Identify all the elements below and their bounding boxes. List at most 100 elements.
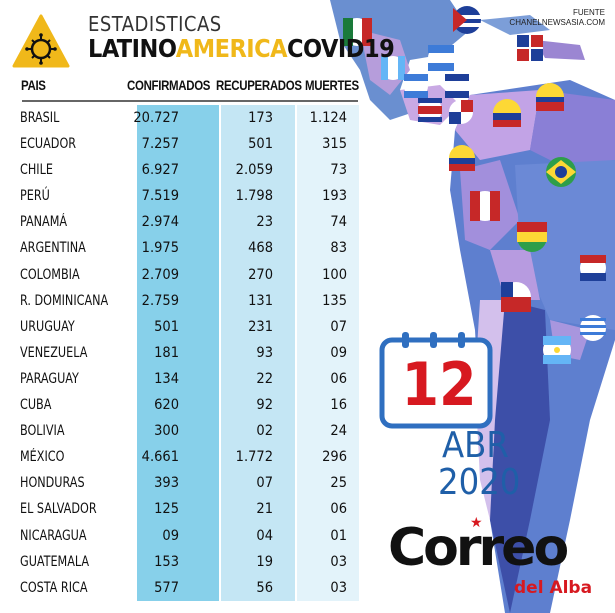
table-row: PERÚ 7.519 1.798 193 <box>0 184 365 210</box>
confirmados-cell: 7.257 <box>141 136 179 153</box>
table-row: PANAMÁ 2.974 23 74 <box>0 210 365 236</box>
confirmados-cell: 134 <box>154 370 179 387</box>
pais-cell: VENEZUELA <box>20 344 88 361</box>
muertes-cell: 74 <box>330 214 347 231</box>
confirmados-cell: 2.974 <box>141 214 179 231</box>
table-row: COLOMBIA 2.709 270 100 <box>0 263 365 289</box>
title-covid: COVID19 <box>287 34 395 63</box>
muertes-cell: 73 <box>330 162 347 179</box>
recuperados-cell: 02 <box>256 423 273 440</box>
muertes-cell: 01 <box>330 527 347 544</box>
pais-cell: PARAGUAY <box>20 370 79 387</box>
pais-cell: GUATEMALA <box>20 553 90 570</box>
pais-cell: CHILE <box>20 162 53 179</box>
table-row: ARGENTINA 1.975 468 83 <box>0 236 365 262</box>
calendar-icon <box>379 332 493 429</box>
confirmados-cell: 125 <box>154 501 179 518</box>
muertes-cell: 03 <box>330 553 347 570</box>
muertes-cell: 07 <box>330 318 347 335</box>
pais-cell: PANAMÁ <box>20 214 68 231</box>
header-divider <box>22 100 358 102</box>
muertes-cell: 09 <box>330 344 347 361</box>
brand-logo: Correo <box>388 518 569 578</box>
latin-america-map <box>330 0 615 613</box>
pais-cell: BRASIL <box>20 110 60 126</box>
table-row: CUBA 620 92 16 <box>0 393 365 419</box>
table-row: MÉXICO 4.661 1.772 296 <box>0 445 365 471</box>
table-row: URUGUAY 501 231 07 <box>0 315 365 341</box>
recuperados-cell: 468 <box>248 240 273 257</box>
recuperados-cell: 2.059 <box>235 162 273 179</box>
muertes-cell: 135 <box>322 292 347 309</box>
muertes-cell: 83 <box>330 240 347 257</box>
title-latino: LATINO <box>88 34 176 63</box>
recuperados-cell: 173 <box>248 110 273 126</box>
table-row: R. DOMINICANA 2.759 131 135 <box>0 289 365 315</box>
pais-cell: R. DOMINICANA <box>20 292 109 309</box>
muertes-cell: 193 <box>322 188 347 205</box>
pais-cell: COLOMBIA <box>20 266 80 283</box>
confirmados-cell: 2.759 <box>141 292 179 309</box>
confirmados-cell: 2.709 <box>141 266 179 283</box>
muertes-column-bg <box>297 105 359 601</box>
muertes-cell: 24 <box>330 423 347 440</box>
muertes-cell: 06 <box>330 370 347 387</box>
date-month: ABR <box>442 425 509 466</box>
confirmados-cell: 7.519 <box>141 188 179 205</box>
muertes-cell: 296 <box>322 449 347 466</box>
brand-subtitle: del Alba <box>514 578 593 598</box>
recuperados-cell: 07 <box>256 475 273 492</box>
pais-cell: NICARAGUA <box>20 527 87 544</box>
muertes-cell: 315 <box>322 136 347 153</box>
title-line1: ESTADISTICAS <box>88 12 222 36</box>
muertes-cell: 16 <box>330 397 347 414</box>
pais-cell: ARGENTINA <box>20 240 86 257</box>
confirmados-cell: 4.661 <box>141 449 179 466</box>
confirmados-cell: 09 <box>162 527 179 544</box>
table-row: CHILE 6.927 2.059 73 <box>0 158 365 184</box>
title-line2: LATINOAMERICACOVID19 <box>88 34 395 63</box>
table-row: GUATEMALA 153 19 03 <box>0 550 365 576</box>
table-row: COSTA RICA 577 56 03 <box>0 576 365 602</box>
date-day: 12 <box>401 350 477 420</box>
confirmados-cell: 577 <box>154 579 179 596</box>
confirmados-cell: 20.727 <box>133 110 179 126</box>
recuperados-cell: 56 <box>256 579 273 596</box>
table-row: BRASIL 20.727 173 1.124 <box>0 106 365 132</box>
muertes-cell: 03 <box>330 579 347 596</box>
confirmados-cell: 153 <box>154 553 179 570</box>
recuperados-cell: 23 <box>256 214 273 231</box>
recuperados-cell: 93 <box>256 344 273 361</box>
recuperados-cell: 04 <box>256 527 273 544</box>
header-confirmados: CONFIRMADOS <box>127 77 211 93</box>
muertes-cell: 1.124 <box>309 110 347 126</box>
recuperados-cell: 1.772 <box>235 449 273 466</box>
confirmados-cell: 1.975 <box>141 240 179 257</box>
muertes-cell: 06 <box>330 501 347 518</box>
table-row: NICARAGUA 09 04 01 <box>0 524 365 550</box>
confirmados-cell: 300 <box>154 423 179 440</box>
confirmados-cell: 6.927 <box>141 162 179 179</box>
recuperados-column-bg <box>221 105 295 601</box>
muertes-cell: 25 <box>330 475 347 492</box>
table-row: ECUADOR 7.257 501 315 <box>0 132 365 158</box>
star-icon: ★ <box>470 514 483 530</box>
recuperados-cell: 1.798 <box>235 188 273 205</box>
pais-cell: CUBA <box>20 397 52 414</box>
header-pais: PAIS <box>21 77 46 93</box>
recuperados-cell: 231 <box>248 318 273 335</box>
pais-cell: PERÚ <box>20 188 50 205</box>
stats-table: BRASIL 20.727 173 1.124 ECUADOR 7.257 501 315 … <box>0 106 365 602</box>
pais-cell: MÉXICO <box>20 449 65 466</box>
table-row: EL SALVADOR 125 21 06 <box>0 497 365 523</box>
source-credit: FUENTE CHANELNEWSASIA.COM <box>505 8 605 28</box>
recuperados-cell: 22 <box>256 370 273 387</box>
pais-cell: EL SALVADOR <box>20 501 97 518</box>
muertes-cell: 100 <box>322 266 347 283</box>
source-label: FUENTE <box>573 8 605 17</box>
pais-cell: ECUADOR <box>20 136 77 153</box>
recuperados-cell: 131 <box>248 292 273 309</box>
confirmados-cell: 620 <box>154 397 179 414</box>
recuperados-cell: 270 <box>248 266 273 283</box>
recuperados-cell: 21 <box>256 501 273 518</box>
